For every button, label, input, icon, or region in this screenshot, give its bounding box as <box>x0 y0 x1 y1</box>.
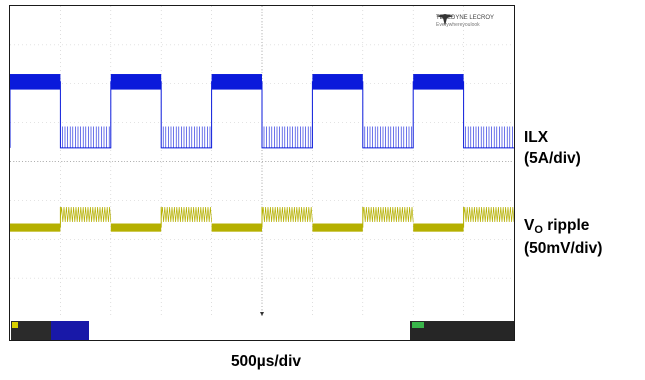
ilx-high-ripple <box>110 74 162 90</box>
vo-ripple-band <box>211 223 262 232</box>
vo-ripple-band <box>312 223 363 232</box>
ilx-high-ripple <box>312 74 363 90</box>
vo-subscript: O <box>534 224 543 236</box>
vo-main: V <box>524 217 535 234</box>
channel1-tag <box>12 322 18 328</box>
vo-ripple-trace <box>261 206 313 222</box>
ilx-low-spikes <box>263 126 312 148</box>
ilx-low-spikes <box>364 126 412 148</box>
logo-line1: TELEDYNE LECROY <box>436 15 495 21</box>
ilx-low-spikes <box>465 126 513 148</box>
vo-ripple-trace <box>160 206 212 222</box>
vo-ripple-band <box>413 223 464 232</box>
ilx-high-ripple <box>211 74 262 90</box>
ilx-label: ILX (5A/div) <box>524 127 581 169</box>
oscilloscope-screen: TELEDYNE LECROY Everywhereyoulook <box>9 5 515 341</box>
vo-ripple-label: VO ripple (50mV/div) <box>524 215 602 259</box>
vo-ripple-trace <box>463 206 514 222</box>
ilx-low-spikes <box>162 126 211 148</box>
waveform-plot <box>10 6 514 317</box>
vo-ripple-name: VO ripple <box>524 215 602 238</box>
timebase-descriptor[interactable] <box>410 321 514 340</box>
ilx-high-ripple <box>10 74 61 90</box>
vo-rest: ripple <box>542 217 590 234</box>
vo-ripple-band <box>10 223 61 232</box>
channel1-descriptor[interactable] <box>11 321 51 340</box>
ilx-scale: (5A/div) <box>524 150 581 167</box>
ilx-low-spikes <box>62 126 110 148</box>
teledyne-logo-icon <box>436 14 454 26</box>
x-axis-scale-label: 500µs/div <box>230 353 302 370</box>
logo-line2: Everywhereyoulook <box>436 22 480 28</box>
vo-ripple-trace <box>362 206 414 222</box>
vo-ripple-band <box>110 223 162 232</box>
vo-ripple-trace <box>60 206 112 222</box>
timebase-tag <box>412 322 424 328</box>
channel2-descriptor[interactable] <box>51 321 89 340</box>
ilx-high-ripple <box>413 74 464 90</box>
ilx-name: ILX <box>524 129 549 146</box>
logo-text: TELEDYNE LECROY Everywhereyoulook <box>436 15 494 29</box>
trigger-marker <box>260 312 264 316</box>
teledyne-lecroy-logo: TELEDYNE LECROY Everywhereyoulook <box>436 14 494 30</box>
vo-ripple-scale: (50mV/div) <box>524 240 603 257</box>
